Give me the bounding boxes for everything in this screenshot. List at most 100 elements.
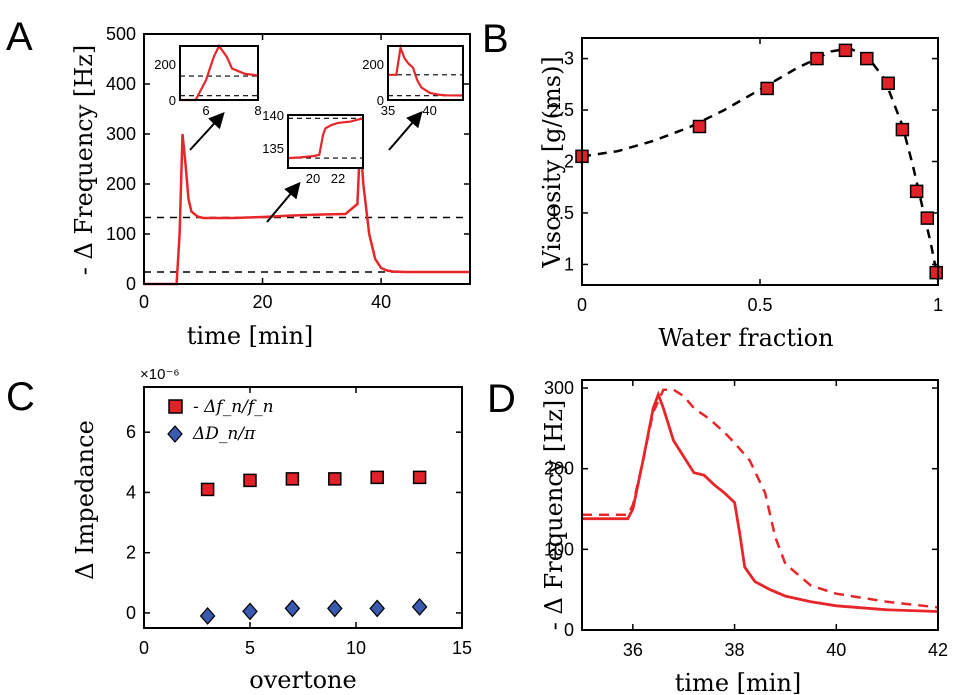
- panel-b-data-point: [692, 119, 707, 134]
- panel-c-xlabel: overtone: [249, 666, 356, 694]
- panel-c-dissipation-point: [411, 598, 428, 616]
- panel-c-frequency-point: [243, 473, 257, 488]
- panel-letter-a: A: [6, 15, 33, 59]
- panel-b-ytick-label: 1.5: [549, 203, 574, 223]
- panel-d-frame: [581, 379, 939, 631]
- panel-d-xtick-label: 40: [826, 640, 846, 660]
- panel-b-data-point: [810, 51, 824, 66]
- panel-a-inset-xtick-label: 35: [381, 103, 395, 118]
- legend-label-frequency: - Δf_n/f_n: [193, 397, 274, 417]
- panel-a-inset-arrow: [189, 112, 225, 151]
- panel-a-ytick-label: 400: [106, 74, 136, 94]
- panel-a-ytick-label: 100: [106, 224, 136, 244]
- panel-a-inset-frame: [387, 45, 464, 101]
- panel-a-xtick-label: 20: [253, 292, 273, 312]
- panel-c-ytick-label: 4: [126, 482, 136, 502]
- panel-d-ylabel: - Δ Frequency [Hz]: [540, 400, 568, 630]
- panel-c-frequency-point: [200, 482, 215, 497]
- panel-b-ytick-label: 2: [564, 152, 574, 172]
- panel-letter-c: C: [6, 375, 35, 419]
- panel-b-data-point: [881, 76, 895, 91]
- panel-c-ylabel: Δ Impedance: [71, 420, 99, 580]
- panel-c-xtick-label: 5: [245, 638, 255, 658]
- panel-d-xtick-label: 42: [928, 640, 948, 660]
- panel-a-inset-xtick-label: 20: [306, 171, 320, 186]
- panel-a-xtick-label: 0: [139, 292, 149, 312]
- panel-b-frame: [581, 37, 939, 286]
- panel-a-ytick-label: 500: [106, 24, 136, 44]
- panel-a-frame: [143, 33, 471, 285]
- panel-d-xtick-label: 38: [725, 640, 745, 660]
- panel-letter-b: B: [482, 17, 509, 61]
- panel-a-inset-xtick-label: 40: [422, 103, 436, 118]
- panel-c-frequency-point: [285, 472, 300, 486]
- panel-c-frequency-point: [370, 470, 384, 485]
- panel-b-data-point: [760, 81, 774, 96]
- legend-marker-diamond: [167, 425, 183, 443]
- panel-d-xtick-label: 36: [623, 640, 643, 660]
- panel-c-xtick-label: 10: [346, 638, 366, 658]
- panel-a-inset-frame: [287, 114, 364, 169]
- panel-b-xlabel: Water fraction: [658, 324, 833, 352]
- panel-c-xtick-label: 15: [452, 638, 472, 658]
- panel-b-data-point: [860, 51, 874, 66]
- panel-c-dissipation-point: [284, 599, 301, 618]
- panel-b-data-point: [909, 184, 924, 199]
- panel-a-ytick-label: 300: [106, 124, 136, 144]
- panel-d-ytick-label: 100: [544, 539, 574, 559]
- panel-a-frequency-line: [144, 133, 470, 286]
- panel-d-ytick-label: 0: [564, 620, 574, 640]
- panel-a-inset-arrow: [266, 181, 301, 223]
- panel-b-ylabel: Viscosity [g/(ms)]: [538, 56, 566, 269]
- panel-b-xtick-label: 0.5: [747, 295, 772, 315]
- panel-b-data-point: [838, 43, 853, 58]
- panel-c-ytick-label: 6: [126, 422, 136, 442]
- legend-label-dissipation: ΔD_n/π: [192, 424, 256, 444]
- panel-b-xtick-label: 1: [933, 295, 943, 315]
- panel-a-inset-ytick-label: 0: [169, 93, 176, 108]
- panel-a-inset-arrow: [388, 110, 423, 151]
- panel-b-data-point: [895, 122, 910, 137]
- panel-a-inset-xtick-label: 8: [254, 103, 261, 118]
- panel-b-data-point: [929, 265, 943, 280]
- panel-a-inset-frame: [179, 45, 259, 101]
- panel-a-inset-xtick-label: 22: [331, 171, 345, 186]
- panel-a-xlabel: time [min]: [187, 322, 314, 350]
- panel-a-ylabel: - Δ Frequency [Hz]: [70, 45, 98, 275]
- panel-d-ytick-label: 200: [544, 459, 574, 479]
- panel-c-dissipation-point: [199, 607, 216, 625]
- panel-c-dissipation-point: [242, 602, 258, 621]
- panel-d-xlabel: time [min]: [675, 669, 802, 695]
- panel-a-inset-ytick-label: 200: [154, 57, 176, 72]
- panel-b-xtick-label: 0: [577, 295, 587, 315]
- panel-a-inset-ytick-label: 140: [262, 108, 284, 123]
- panel-c-legend: - Δf_n/f_n ΔD_n/π: [167, 397, 274, 444]
- panel-d-ytick-label: 300: [544, 378, 574, 398]
- panel-a-inset-ytick-label: 200: [362, 57, 384, 72]
- panel-c-dissipation-point: [369, 599, 385, 618]
- panel-a-inset-background: [288, 115, 363, 168]
- panel-a-ytick-label: 0: [126, 274, 136, 294]
- panel-b-ytick-label: 3: [564, 49, 574, 69]
- panel-b-ytick-label: 2.5: [549, 100, 574, 120]
- panel-c-ytick-label: 0: [126, 603, 136, 623]
- panel-a-inset-ytick-label: 135: [262, 141, 284, 156]
- panel-c-frequency-point: [412, 470, 427, 485]
- panel-d-solid-line: [582, 390, 939, 613]
- panel-b-data-point: [920, 211, 935, 225]
- panel-a-inset-line: [388, 43, 464, 97]
- panel-a-inset-ytick-label: 0: [377, 93, 384, 108]
- panel-a-inset-line: [287, 117, 364, 160]
- panel-letter-d: D: [487, 377, 516, 421]
- panel-c-dissipation-point: [327, 599, 343, 618]
- panel-c-xtick-label: 0: [139, 638, 149, 658]
- panel-a-ytick-label: 200: [106, 174, 136, 194]
- panel-a-inset-xtick-label: 6: [202, 103, 209, 118]
- legend-marker-square: [168, 399, 183, 414]
- panel-a-xtick-label: 40: [371, 292, 391, 312]
- panel-c-frame: [143, 386, 463, 629]
- panel-c-frequency-point: [328, 472, 342, 486]
- panel-c-multiplier: ×10⁻⁶: [140, 366, 180, 383]
